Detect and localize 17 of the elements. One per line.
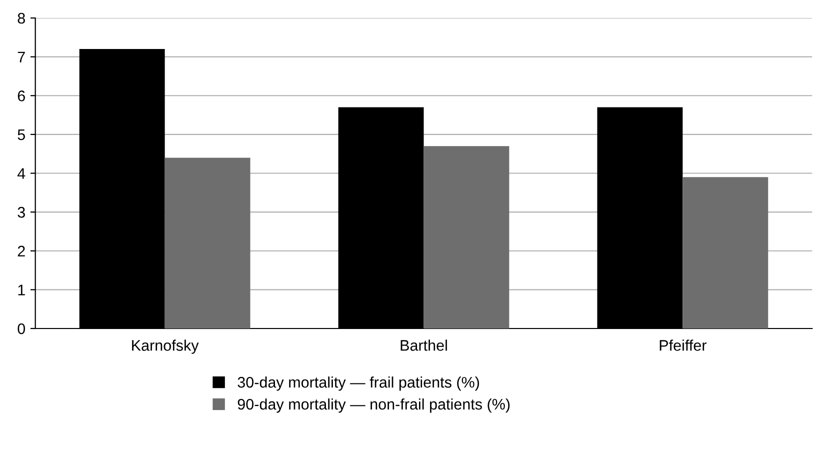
x-tick-label: Pfeiffer: [660, 340, 706, 351]
y-tick-label: 0: [18, 323, 26, 334]
y-tick-label: 4: [17, 168, 26, 179]
bar: [424, 146, 510, 328]
y-tick-label: 3: [18, 206, 25, 218]
bar: [682, 177, 768, 328]
y-tick-label: 2: [18, 246, 25, 256]
x-tick-label: Barthel: [400, 340, 447, 351]
bar: [164, 158, 250, 328]
y-tick-label: 7: [18, 52, 25, 62]
y-tick-label: 1: [18, 284, 25, 296]
y-tick-label: 5: [18, 129, 25, 140]
legend-label: 30-day mortality — frail patients (%): [238, 376, 480, 391]
y-tick-label: 6: [18, 90, 25, 102]
legend-label: 90-day mortality — non-frail patients (%): [238, 398, 510, 413]
x-tick-label: Karnofsky: [132, 340, 199, 354]
y-tick-label: 8: [18, 12, 25, 24]
